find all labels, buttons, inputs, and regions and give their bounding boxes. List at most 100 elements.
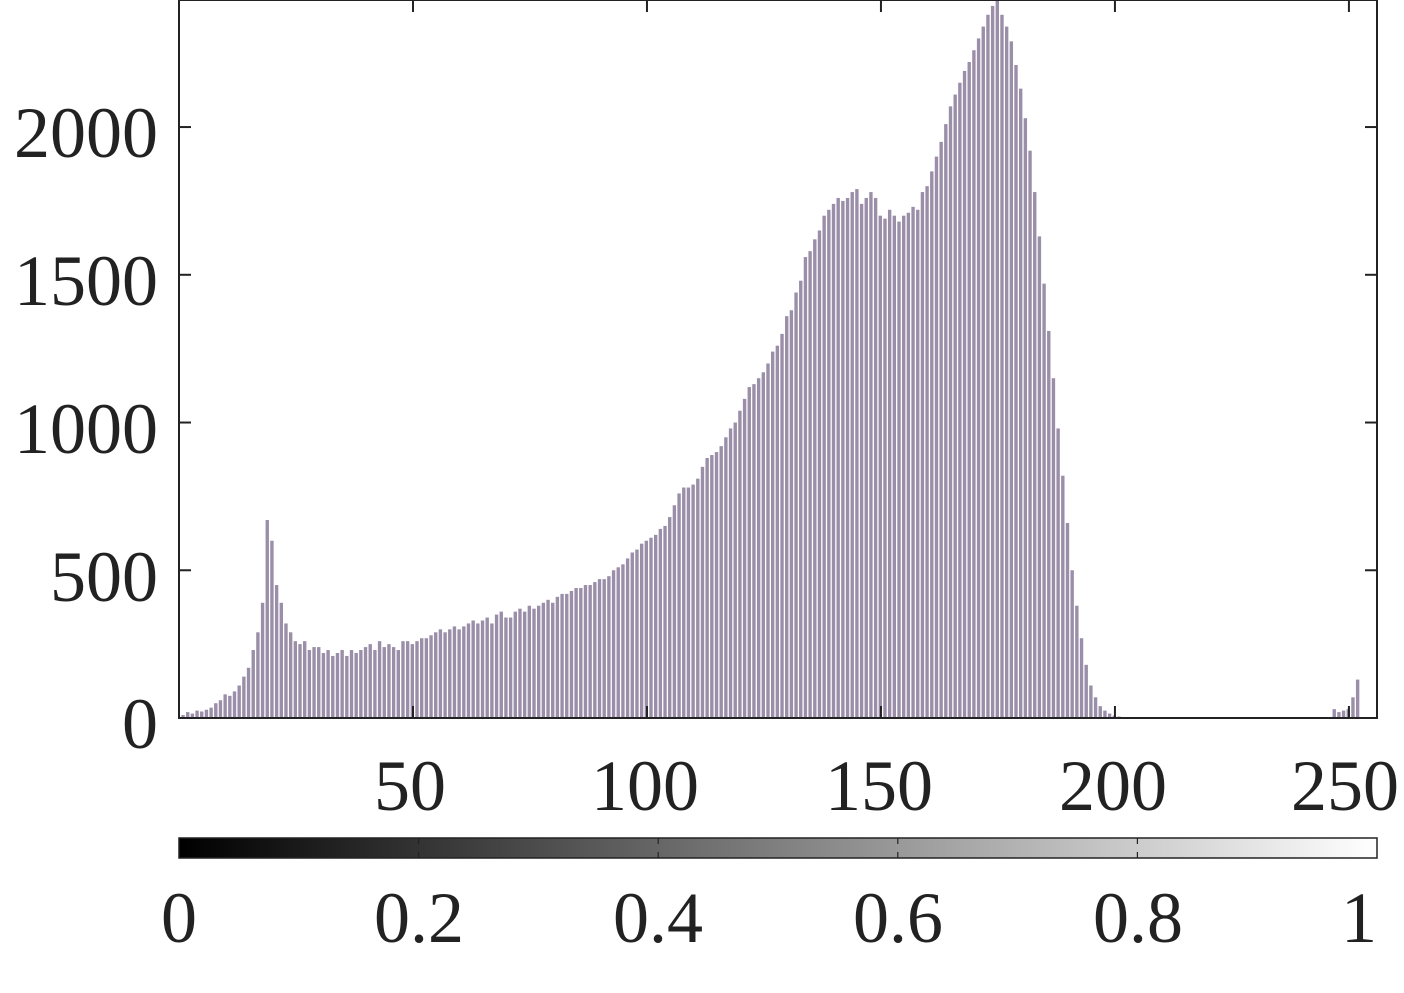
histogram-bar	[822, 215, 826, 718]
histogram-bar	[686, 487, 691, 718]
histogram-bar	[195, 710, 199, 718]
histogram-bar	[499, 611, 503, 718]
histogram-bar	[836, 197, 840, 719]
histogram-bar	[602, 579, 606, 718]
histogram-bar	[1047, 330, 1051, 718]
histogram-bar	[593, 582, 597, 718]
histogram-bar	[892, 215, 897, 718]
histogram-bar	[714, 452, 719, 718]
histogram-bar	[527, 605, 532, 718]
histogram-bar	[672, 505, 677, 718]
histogram-bar	[574, 587, 578, 718]
histogram-bar	[424, 638, 429, 718]
histogram-bar	[251, 650, 255, 718]
histogram-bar	[864, 197, 868, 719]
histogram-bar	[682, 487, 686, 718]
histogram-bar	[756, 378, 761, 718]
histogram-bar	[508, 617, 513, 718]
histogram-bar	[986, 14, 990, 718]
histogram-bar	[228, 695, 232, 718]
histogram-bars	[181, 0, 1360, 719]
histogram-bar	[668, 517, 672, 718]
histogram-bar	[724, 437, 728, 718]
histogram-bar	[649, 537, 653, 718]
histogram-bar	[288, 632, 293, 718]
histogram-bar	[434, 632, 438, 718]
histogram-bar	[785, 316, 789, 718]
histogram-bar	[855, 189, 859, 719]
histogram-bar	[382, 647, 386, 718]
histogram-bar	[700, 466, 705, 718]
colorbar-label-0-4: 0.4	[613, 878, 703, 958]
histogram-bar	[476, 623, 480, 718]
histogram-bar	[958, 82, 962, 719]
x-tick-label-250: 250	[1291, 746, 1399, 826]
histogram-bar	[214, 703, 218, 718]
histogram-bar	[190, 713, 195, 718]
histogram-bar	[181, 715, 185, 718]
histogram-bar	[307, 650, 312, 718]
x-tick-label-100: 100	[591, 746, 699, 826]
histogram-bar	[691, 484, 695, 718]
histogram-bar	[485, 617, 489, 718]
histogram-bar	[363, 647, 368, 718]
y-tick-label-2000: 2000	[14, 93, 158, 173]
histogram-bar	[457, 629, 461, 718]
histogram-bar	[401, 641, 405, 718]
histogram-bar	[845, 197, 850, 719]
histogram-bar	[1332, 709, 1336, 718]
histogram-bar	[200, 711, 204, 718]
histogram-bar	[1061, 475, 1065, 718]
histogram-bar	[522, 611, 527, 718]
histogram-bar	[237, 685, 241, 718]
histogram-bar	[850, 192, 854, 718]
histogram-bar	[317, 647, 321, 718]
histogram-bar	[794, 292, 798, 718]
histogram-bar	[967, 62, 971, 719]
histogram-bar	[1079, 638, 1084, 718]
histogram-bar	[621, 564, 625, 718]
histogram-bar	[274, 585, 279, 718]
histogram-bar	[410, 644, 415, 718]
histogram-bar	[537, 605, 541, 718]
x-tick-label-150: 150	[825, 746, 933, 826]
histogram-bar	[780, 333, 784, 718]
histogram-bar	[293, 641, 298, 718]
histogram-bar	[738, 410, 742, 718]
histogram-bar	[859, 203, 864, 718]
x-axis-tick-labels: 50 100 150 200 250	[374, 746, 1399, 826]
histogram-bar	[1004, 26, 1009, 718]
histogram-bar	[728, 428, 733, 718]
x-tick-label-50: 50	[374, 746, 446, 826]
histogram-bar	[1084, 664, 1088, 718]
histogram-bar	[209, 707, 213, 718]
colorbar-ticks	[418, 838, 1139, 858]
histogram-bar	[1107, 713, 1112, 718]
histogram-bar	[1089, 685, 1093, 718]
histogram-bar	[349, 650, 354, 718]
histogram-bar	[387, 644, 391, 718]
histogram-bar	[359, 650, 363, 718]
y-tick-label-500: 500	[50, 537, 158, 617]
histogram-bar	[368, 644, 372, 718]
histogram-bar	[887, 209, 892, 719]
histogram-bar	[906, 212, 911, 719]
histogram-bar	[775, 345, 780, 718]
histogram-bar	[396, 650, 400, 718]
histogram-bar	[354, 653, 358, 718]
x-axis-ticks	[411, 0, 1350, 718]
histogram-bar	[1103, 710, 1107, 718]
histogram-bar	[1014, 65, 1018, 718]
histogram-bar	[813, 239, 817, 718]
histogram-bar	[218, 700, 223, 718]
histogram-bar	[1065, 522, 1070, 718]
histogram-bar	[934, 156, 939, 719]
histogram-bar	[377, 641, 382, 718]
histogram-bar	[443, 632, 447, 718]
grayscale-colorbar	[178, 837, 1378, 859]
histogram-bar	[1000, 14, 1004, 718]
histogram-bar	[438, 629, 443, 718]
histogram-bar	[976, 38, 981, 719]
y-tick-label-0: 0	[122, 684, 158, 764]
histogram-bar	[246, 667, 251, 718]
